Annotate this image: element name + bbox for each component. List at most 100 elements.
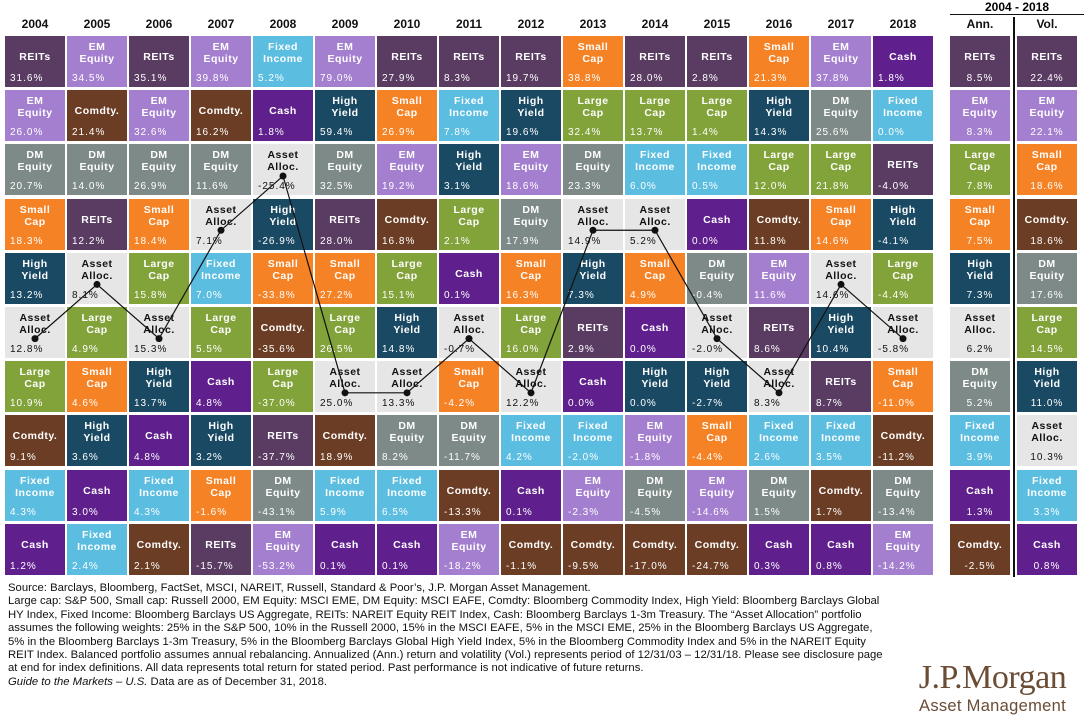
tile-label: High Yield — [966, 257, 994, 282]
tile-label: High Yield — [517, 95, 545, 120]
tile-label: DM Equity — [761, 474, 797, 499]
tile-value: 21.4% — [72, 127, 106, 139]
tile-2016-large-cap: Large Cap 12.0% — [749, 144, 809, 196]
tile-label: Small Cap — [1031, 149, 1063, 174]
tile-value: 2.9% — [568, 344, 595, 355]
tile-value: 7.0% — [196, 289, 223, 301]
tile-label: DM Equity — [17, 149, 53, 174]
tile-2012-cash: Cash 0.1% — [501, 469, 561, 521]
tile-2006-fixed-income: Fixed Income 4.3% — [129, 469, 189, 521]
tile-value: -53.2% — [258, 560, 296, 572]
tile-label: Small Cap — [453, 366, 485, 391]
tile-value: 1.4% — [692, 127, 719, 139]
tile-ann-em-equity: EM Equity 8.3% — [950, 90, 1010, 142]
range-header-underline — [950, 14, 1084, 15]
tile-value: 5.9% — [320, 506, 347, 518]
tile-label: Cash — [21, 538, 49, 551]
tile-2007-reits: REITs -15.7% — [191, 523, 251, 575]
tile-value: -11.7% — [444, 452, 481, 464]
tile-label: EM Equity — [79, 41, 115, 65]
tile-label: Small Cap — [391, 95, 423, 120]
tile-label: Fixed Income — [449, 95, 489, 120]
tile-2012-reits: REITs 19.7% — [501, 36, 561, 87]
tile-label: Small Cap — [701, 420, 733, 445]
tile-value: 37.8% — [816, 73, 850, 84]
tile-label: Small Cap — [267, 257, 299, 282]
tile-2008-small-cap: Small Cap -33.8% — [253, 252, 313, 304]
tile-2010-fixed-income: Fixed Income 6.5% — [377, 469, 437, 521]
tile-value: 2.8% — [692, 73, 719, 84]
tile-value: 15.1% — [382, 289, 416, 301]
tile-ann-comdty: Comdty. -2.5% — [950, 523, 1010, 575]
tile-label: Asset Alloc. — [964, 312, 996, 336]
tile-label: EM Equity — [451, 528, 487, 553]
tile-vol-comdty: Comdty. 18.6% — [1017, 198, 1077, 250]
tile-label: Cash — [145, 430, 173, 443]
tile-label: High Yield — [393, 312, 421, 336]
tile-value: 21.3% — [754, 73, 788, 84]
tile-value: 31.6% — [10, 73, 44, 84]
tile-label: Comdty. — [1024, 213, 1070, 226]
tile-label: REITs — [515, 51, 547, 63]
tile-value: 16.0% — [506, 344, 540, 355]
tile-2010-dm-equity: DM Equity 8.2% — [377, 415, 437, 467]
tile-value: -37.0% — [258, 398, 296, 410]
tile-2009-cash: Cash 0.1% — [315, 523, 375, 575]
tile-value: 19.6% — [506, 127, 540, 139]
tile-2004-cash: Cash 1.2% — [5, 523, 65, 575]
tile-2009-reits: REITs 28.0% — [315, 198, 375, 250]
column-header-2016: 2016 — [765, 17, 793, 31]
tile-2008-fixed-income: Fixed Income 5.2% — [253, 36, 313, 87]
tile-value: -4.5% — [630, 506, 662, 518]
tile-vol-high-yield: High Yield 11.0% — [1017, 361, 1077, 413]
tile-label: Comdty. — [446, 484, 492, 497]
tile-value: -25.4% — [258, 181, 296, 193]
tile-2017-fixed-income: Fixed Income 3.5% — [811, 415, 871, 467]
tile-2010-comdty: Comdty. 16.8% — [377, 198, 437, 250]
tile-value: 38.8% — [568, 73, 602, 84]
tile-2006-dm-equity: DM Equity 26.9% — [129, 144, 189, 196]
tile-2016-small-cap: Small Cap 21.3% — [749, 36, 809, 87]
tile-2014-high-yield: High Yield 0.0% — [625, 361, 685, 413]
tile-2008-large-cap: Large Cap -37.0% — [253, 361, 313, 413]
tile-value: 4.2% — [506, 452, 533, 464]
tile-label: Small Cap — [143, 203, 175, 228]
tile-2007-cash: Cash 4.8% — [191, 361, 251, 413]
tile-value: -2.5% — [964, 560, 996, 572]
tile-label: REITs — [887, 159, 919, 172]
tile-2004-dm-equity: DM Equity 20.7% — [5, 144, 65, 196]
tile-label: Large Cap — [205, 312, 237, 336]
tile-value: -11.2% — [878, 452, 915, 464]
tile-label: Large Cap — [825, 149, 857, 174]
tile-value: 2.6% — [754, 452, 781, 464]
tile-value: -17.0% — [630, 560, 668, 572]
tile-value: 20.7% — [10, 181, 44, 193]
tile-label: Comdty. — [136, 538, 182, 551]
tile-label: Asset Alloc. — [825, 257, 857, 282]
tile-2012-comdty: Comdty. -1.1% — [501, 523, 561, 575]
tile-vol-fixed-income: Fixed Income 3.3% — [1017, 469, 1077, 521]
tile-value: 0.1% — [444, 289, 471, 301]
tile-2013-dm-equity: DM Equity 23.3% — [563, 144, 623, 196]
column-header-2012: 2012 — [517, 17, 545, 31]
tile-2017-asset-alloc: Asset Alloc. 14.6% — [811, 252, 871, 304]
tile-label: Comdty. — [198, 105, 244, 118]
tile-2007-comdty: Comdty. 16.2% — [191, 90, 251, 142]
tile-label: Cash — [269, 105, 297, 118]
tile-value: -2.7% — [692, 398, 724, 410]
tile-label: Cash — [966, 484, 994, 497]
tile-value: 1.8% — [258, 127, 285, 139]
tile-label: High Yield — [579, 257, 607, 282]
tile-label: REITs — [19, 51, 51, 63]
tile-label: Asset Alloc. — [329, 366, 361, 391]
tile-value: 19.2% — [382, 181, 416, 193]
tile-value: 5.2% — [630, 235, 657, 247]
footnote: Source: Barclays, Bloomberg, FactSet, MS… — [8, 582, 883, 689]
tile-value: 26.5% — [320, 344, 354, 355]
tile-2010-high-yield: High Yield 14.8% — [377, 307, 437, 358]
tile-2005-high-yield: High Yield 3.6% — [67, 415, 127, 467]
tile-value: -2.0% — [568, 452, 600, 464]
tile-value: 3.1% — [444, 181, 471, 193]
tile-label: Fixed Income — [635, 149, 675, 174]
tile-label: EM Equity — [1029, 95, 1065, 120]
